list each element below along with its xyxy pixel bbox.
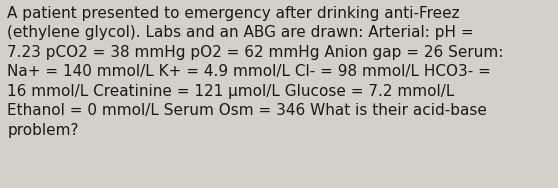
Text: A patient presented to emergency after drinking anti-Freez
(ethylene glycol). La: A patient presented to emergency after d… — [7, 6, 504, 138]
